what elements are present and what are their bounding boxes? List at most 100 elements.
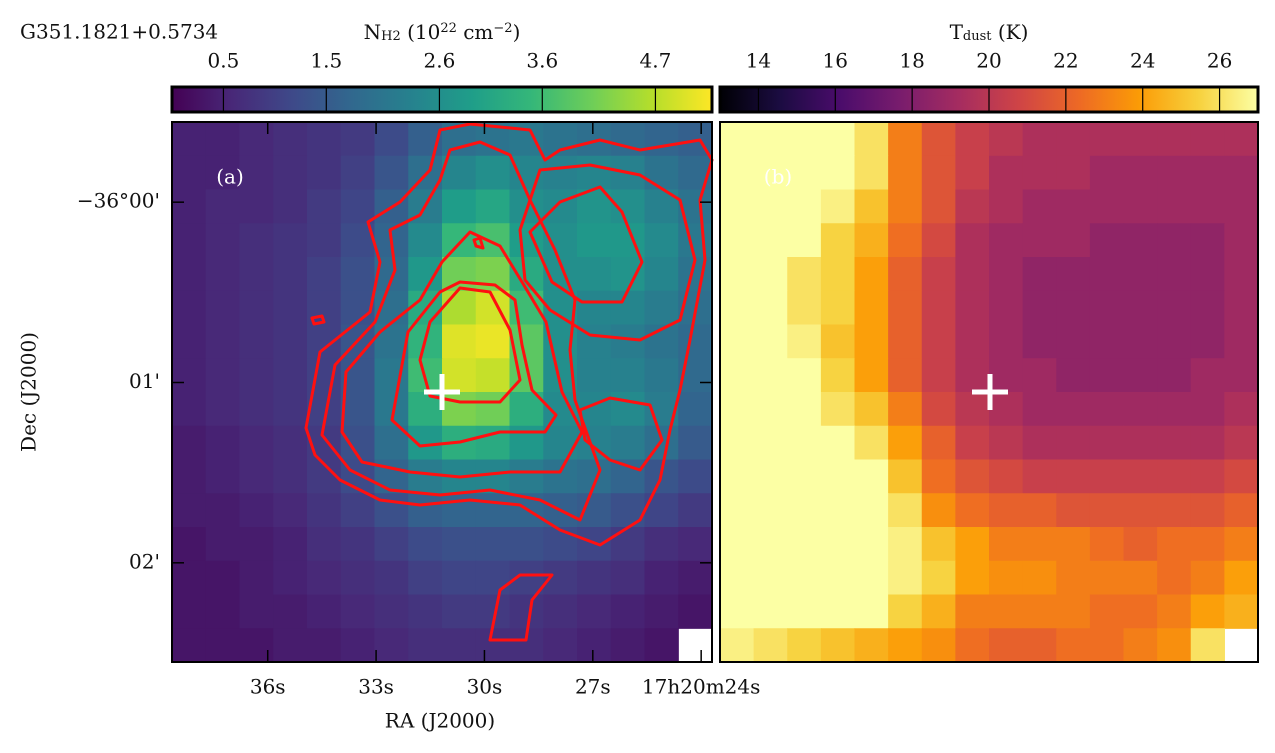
pixel xyxy=(1224,560,1259,596)
pixel xyxy=(720,560,755,596)
colorbar xyxy=(170,85,714,114)
pixel xyxy=(340,122,376,157)
pixel xyxy=(753,189,788,224)
pixel xyxy=(1190,155,1225,191)
pixel xyxy=(720,425,755,461)
pixel xyxy=(1224,594,1259,629)
pixel xyxy=(172,560,207,596)
pixel xyxy=(205,257,241,292)
pixel xyxy=(1022,324,1057,359)
pixel xyxy=(340,155,376,191)
pixel xyxy=(307,189,342,224)
pixel xyxy=(820,257,856,292)
pixel xyxy=(1056,223,1091,258)
pixel xyxy=(753,527,788,562)
pixel xyxy=(1157,257,1192,292)
pixel xyxy=(820,425,856,461)
pixel xyxy=(475,459,511,494)
pixel xyxy=(374,122,409,157)
colorbar-label-part: (K) xyxy=(992,20,1029,44)
pixel xyxy=(172,392,207,427)
pixel xyxy=(1089,527,1125,562)
pixel xyxy=(888,628,923,663)
pixel xyxy=(1157,358,1192,393)
pixel xyxy=(475,493,511,528)
pixel xyxy=(787,594,822,629)
pixel xyxy=(273,122,308,157)
pixel xyxy=(1157,155,1192,191)
pixel xyxy=(989,628,1024,663)
pixel xyxy=(1022,459,1057,494)
pixel xyxy=(239,223,274,258)
pixel xyxy=(610,257,646,292)
pixel xyxy=(720,324,755,359)
pixel xyxy=(408,459,443,494)
pixel xyxy=(1157,493,1192,528)
colorbar-label-part: 22 xyxy=(440,21,457,36)
pixel xyxy=(1123,324,1158,359)
pixel xyxy=(888,223,923,258)
pixel xyxy=(1056,290,1091,326)
colorbar-tick-label: 20 xyxy=(976,49,1001,73)
pixel xyxy=(787,257,822,292)
colorbar-tick-label: 1.5 xyxy=(310,49,342,73)
pixel xyxy=(888,189,923,224)
pixel xyxy=(442,560,477,596)
pixel xyxy=(1190,290,1225,326)
pixel xyxy=(753,459,788,494)
pixel xyxy=(239,560,274,596)
pixel xyxy=(989,459,1024,494)
pixel xyxy=(1157,628,1192,663)
pixel xyxy=(1022,155,1057,191)
pixel xyxy=(205,527,241,562)
pixel xyxy=(239,527,274,562)
pixel xyxy=(205,392,241,427)
pixel xyxy=(307,257,342,292)
pixel xyxy=(989,560,1024,596)
pixel xyxy=(787,189,822,224)
pixel xyxy=(509,459,544,494)
pixel xyxy=(720,257,755,292)
pixel xyxy=(273,324,308,359)
pixel xyxy=(610,290,646,326)
pixel xyxy=(955,459,990,494)
pixel xyxy=(644,122,679,157)
x-axis-label: RA (J2000) xyxy=(385,709,495,733)
pixel xyxy=(678,560,713,596)
pixel xyxy=(888,493,923,528)
pixel xyxy=(955,155,990,191)
pixel xyxy=(307,594,342,629)
pixel xyxy=(787,324,822,359)
pixel xyxy=(1022,223,1057,258)
pixel xyxy=(854,257,889,292)
pixel xyxy=(1056,392,1091,427)
pixel xyxy=(720,628,755,663)
pixel xyxy=(172,189,207,224)
pixel xyxy=(307,155,342,191)
pixel xyxy=(787,459,822,494)
pixel xyxy=(854,223,889,258)
pixel xyxy=(1157,459,1192,494)
colorbar-label-part: −2 xyxy=(493,21,512,36)
pixel xyxy=(1224,122,1259,157)
pixel xyxy=(475,560,511,596)
pixel xyxy=(854,560,889,596)
pixel xyxy=(1224,290,1259,326)
pixel xyxy=(720,392,755,427)
pixel xyxy=(1056,122,1091,157)
pixel xyxy=(475,527,511,562)
pixel xyxy=(820,290,856,326)
pixel xyxy=(408,594,443,629)
contour xyxy=(578,396,664,472)
pixel xyxy=(577,560,612,596)
pixel xyxy=(1224,324,1259,359)
pixel xyxy=(1022,257,1057,292)
pixel xyxy=(442,189,477,224)
pixel xyxy=(854,189,889,224)
pixel xyxy=(543,223,578,258)
pixel xyxy=(442,594,477,629)
pixel xyxy=(888,459,923,494)
pixel xyxy=(888,257,923,292)
pixel xyxy=(172,493,207,528)
